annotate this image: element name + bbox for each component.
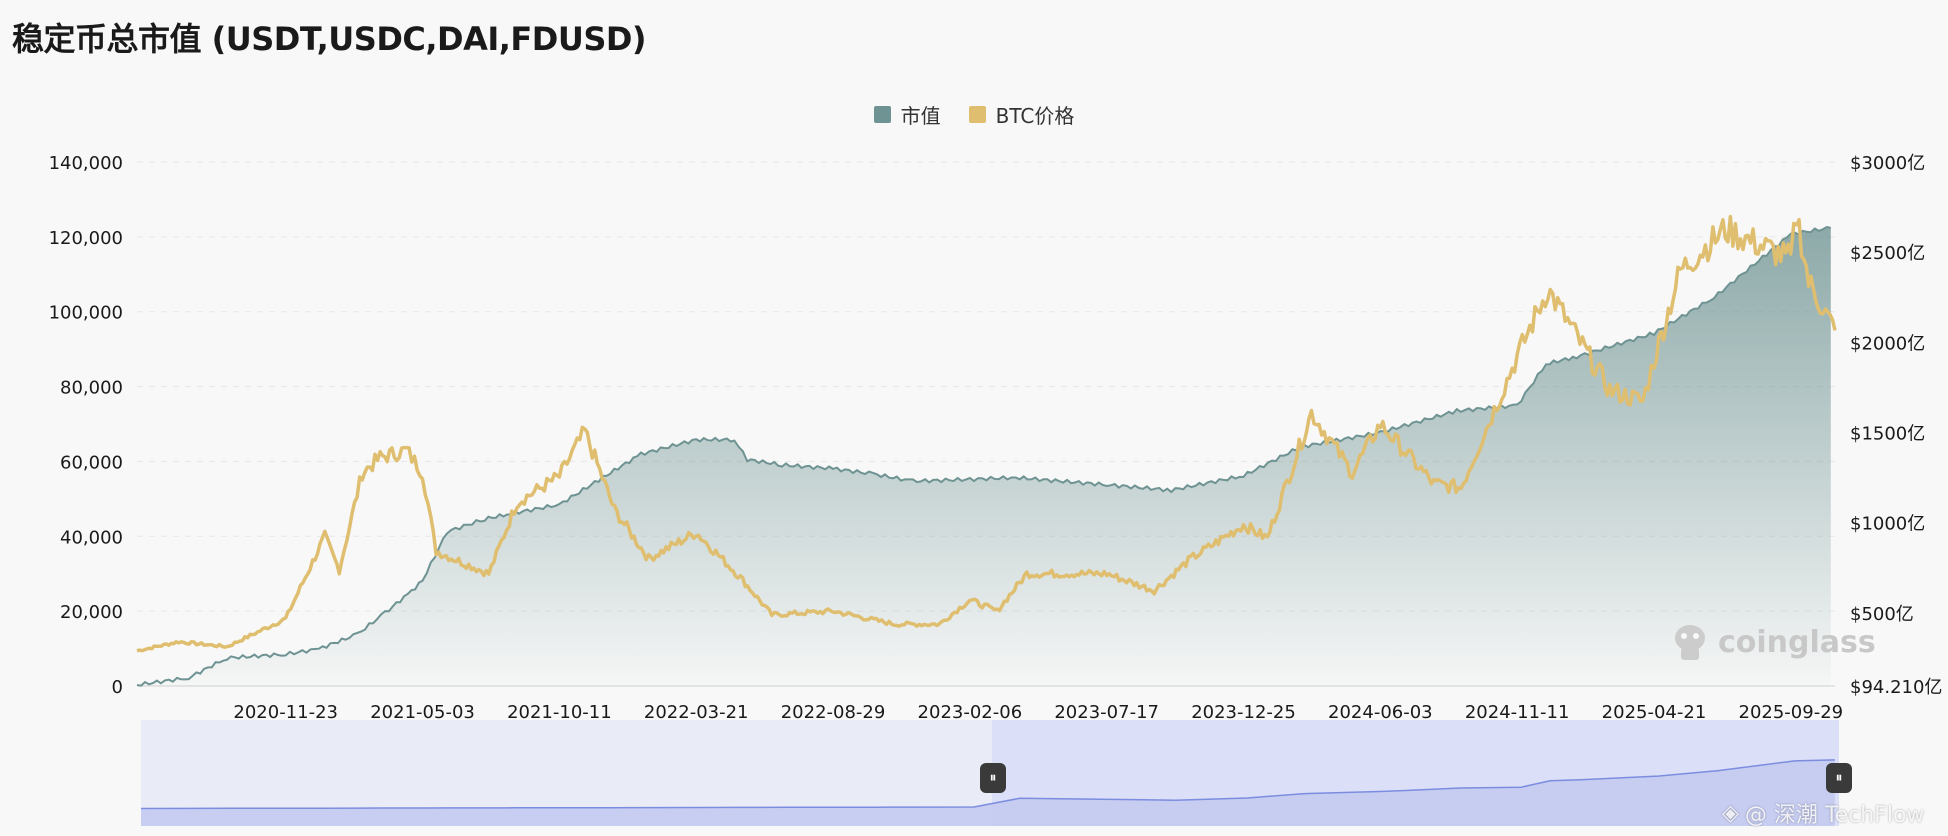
coinglass-text: coinglass xyxy=(1718,624,1876,660)
right-axis-tick: $500亿 xyxy=(1850,604,1914,625)
right-axis-tick: $2500亿 xyxy=(1850,243,1925,264)
x-axis-tick: 2024-11-11 xyxy=(1465,702,1570,723)
series-area-market-cap xyxy=(137,227,1831,686)
legend-item-btc-price[interactable]: BTC价格 xyxy=(968,100,1075,129)
legend-label-market-cap: 市值 xyxy=(900,104,941,128)
legend-swatch-market-cap xyxy=(873,106,891,123)
x-axis-tick: 2025-04-21 xyxy=(1602,702,1707,723)
legend-swatch-btc-price xyxy=(968,106,986,123)
right-axis-tick: $94.210亿 xyxy=(1850,677,1942,698)
techflow-watermark: ◈ @ 深潮 TechFlow xyxy=(1722,797,1924,829)
right-axis-tick: $3000亿 xyxy=(1850,153,1925,174)
slider-mini-line xyxy=(140,759,1835,810)
left-axis: 0 20,000 40,000 60,000 80,000 100,000 120,000 1… xyxy=(49,153,123,698)
left-axis-tick: 60,000 xyxy=(60,452,123,473)
slider-mini-area xyxy=(141,759,1835,826)
series-line-market-cap xyxy=(136,225,1831,687)
left-axis-tick: 120,000 xyxy=(49,228,123,249)
legend-label-btc-price: BTC价格 xyxy=(995,104,1075,128)
x-axis-tick: 2025-09-29 xyxy=(1739,702,1844,723)
legend-item-market-cap[interactable]: 市值 xyxy=(873,100,941,129)
left-axis-tick: 100,000 xyxy=(49,303,123,324)
left-axis-tick: 80,000 xyxy=(60,378,123,399)
zoom-slider[interactable] xyxy=(140,720,1839,826)
left-axis-tick: 0 xyxy=(112,677,123,698)
right-axis-tick: $1500亿 xyxy=(1850,423,1925,444)
x-axis-tick: 2022-03-21 xyxy=(644,702,749,723)
x-axis: 2020-11-23 2021-05-03 2021-10-11 2022-03-21… xyxy=(137,685,1844,723)
coinglass-logo-icon xyxy=(1675,625,1705,660)
right-axis: $94.210亿 $500亿 $1000亿 $1500亿 $2000亿 $2500亿 $30… xyxy=(1850,153,1942,698)
x-axis-tick: 2023-07-17 xyxy=(1054,702,1159,723)
x-axis-tick: 2021-10-11 xyxy=(507,702,612,723)
right-axis-tick: $2000亿 xyxy=(1850,333,1925,354)
x-axis-tick: 2023-02-06 xyxy=(918,702,1023,723)
slider-handle-left[interactable]: ⏸ xyxy=(980,763,1006,793)
right-axis-tick: $1000亿 xyxy=(1850,514,1925,535)
techflow-icon: ◈ xyxy=(1722,800,1739,826)
slider-handle-right[interactable]: ⏸ xyxy=(1826,763,1852,793)
chart-legend: 市值 BTC价格 xyxy=(0,100,1948,129)
x-axis-tick: 2023-12-25 xyxy=(1191,702,1296,723)
coinglass-watermark: coinglass xyxy=(1670,620,1876,664)
left-axis-tick: 140,000 xyxy=(49,153,123,174)
x-axis-tick: 2022-08-29 xyxy=(781,702,886,723)
x-axis-tick: 2024-06-03 xyxy=(1328,702,1433,723)
x-axis-tick: 2021-05-03 xyxy=(370,702,475,723)
left-axis-tick: 40,000 xyxy=(60,527,123,548)
chart-title: 稳定币总市值 (USDT,USDC,DAI,FDUSD) xyxy=(12,20,647,58)
techflow-text: @ 深潮 TechFlow xyxy=(1744,803,1925,828)
left-axis-tick: 20,000 xyxy=(60,602,123,623)
x-axis-tick: 2020-11-23 xyxy=(233,702,338,723)
series-line-btc-price xyxy=(136,214,1837,653)
